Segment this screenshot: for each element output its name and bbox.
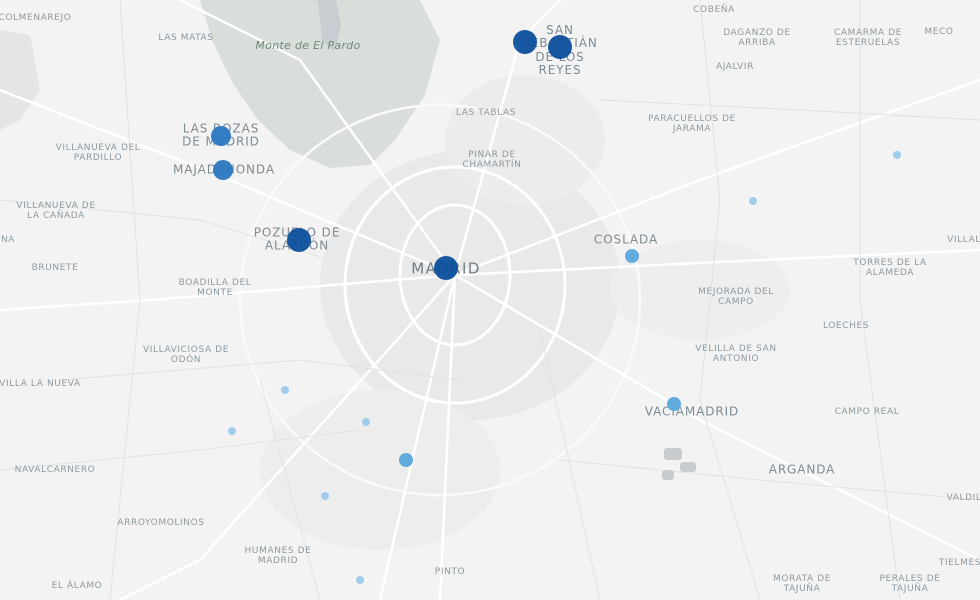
map-marker-tiny[interactable] — [228, 427, 236, 435]
map-marker-tiny[interactable] — [356, 576, 364, 584]
map-marker-large[interactable] — [287, 228, 311, 252]
map-marker-tiny[interactable] — [749, 197, 757, 205]
map-marker-small[interactable] — [667, 397, 681, 411]
map-marker-medium[interactable] — [213, 160, 233, 180]
map-marker-tiny[interactable] — [281, 386, 289, 394]
urban-south — [260, 390, 500, 550]
map-marker-medium[interactable] — [211, 126, 231, 146]
map-marker-tiny[interactable] — [362, 418, 370, 426]
quarry-arganda — [662, 448, 696, 480]
ring-m30 — [398, 203, 512, 347]
map-marker-tiny[interactable] — [321, 492, 329, 500]
map-marker-large[interactable] — [548, 35, 572, 59]
park-west — [0, 30, 40, 130]
map-marker-small[interactable] — [625, 249, 639, 263]
park-monte-de-el-pardo — [200, 0, 440, 168]
reservoir — [318, 0, 341, 52]
map-marker-large[interactable] — [434, 256, 458, 280]
map-marker-large[interactable] — [513, 30, 537, 54]
map-marker-small[interactable] — [399, 453, 413, 467]
map-marker-tiny[interactable] — [893, 151, 901, 159]
ring-m50 — [238, 103, 642, 497]
